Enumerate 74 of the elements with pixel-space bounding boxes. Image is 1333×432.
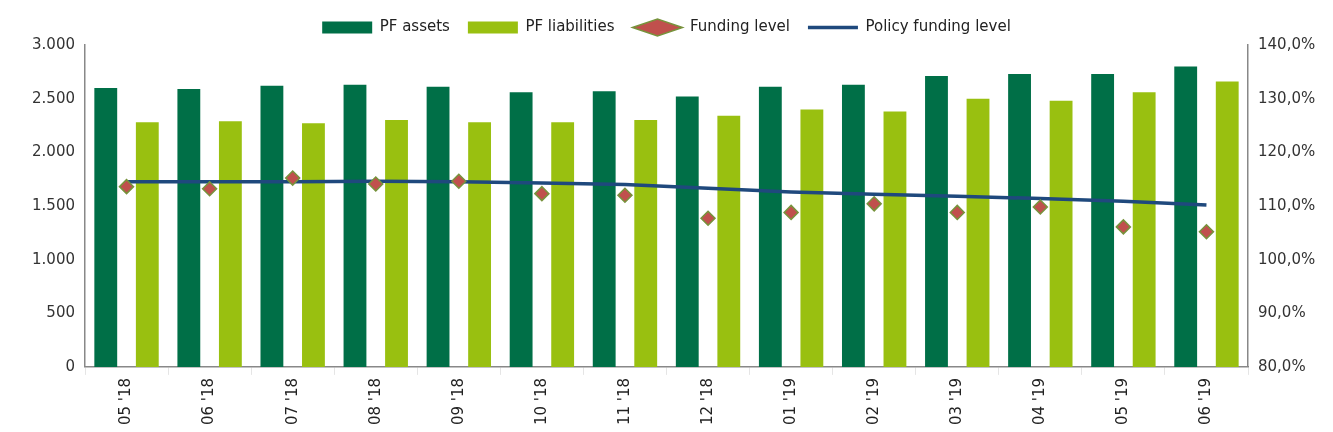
bar xyxy=(426,86,450,367)
x-tick-label: 05 '18 xyxy=(116,377,135,426)
y-tick-label: 1.000 xyxy=(32,249,75,268)
point xyxy=(368,176,384,192)
point xyxy=(1198,223,1215,240)
point xyxy=(118,178,135,195)
x-tick-label: 05 '19 xyxy=(1113,377,1132,426)
point xyxy=(617,187,633,203)
y2-tick-label: 90,0% xyxy=(1258,303,1306,322)
bar xyxy=(1174,66,1198,367)
y2-tick-label: 100,0% xyxy=(1258,249,1316,268)
bar xyxy=(509,92,533,367)
point xyxy=(534,185,550,202)
x-tick-label: 08 '18 xyxy=(365,377,384,426)
legend-label: PF assets xyxy=(379,17,451,36)
bar xyxy=(1215,81,1239,367)
point xyxy=(284,170,301,186)
x-tick-label: 04 '19 xyxy=(1030,377,1049,426)
y-tick-label: 3.000 xyxy=(32,34,75,53)
bar xyxy=(94,87,118,367)
x-tick-label: 12 '18 xyxy=(697,377,716,426)
bar xyxy=(966,98,990,367)
bar xyxy=(841,84,865,367)
x-tick-label: 06 '18 xyxy=(199,377,218,426)
bar xyxy=(925,76,948,367)
legend-label: Funding level xyxy=(689,17,790,36)
bar xyxy=(135,122,159,367)
point xyxy=(700,210,716,227)
bar xyxy=(1008,73,1031,367)
y2-tick-label: 140,0% xyxy=(1258,34,1316,53)
point xyxy=(783,204,799,221)
point xyxy=(866,196,882,212)
y-tick-label: 2.500 xyxy=(32,88,75,107)
x-tick-label: 06 '19 xyxy=(1196,377,1215,426)
x-tick-label: 07 '18 xyxy=(282,377,301,426)
bar xyxy=(468,122,492,367)
x-tick-label: 01 '19 xyxy=(781,377,799,426)
y2-tick-label: 110,0% xyxy=(1258,195,1316,214)
y2-tick-label: 120,0% xyxy=(1258,142,1316,161)
bar xyxy=(1049,100,1073,367)
point xyxy=(1115,219,1132,235)
bar xyxy=(551,122,575,367)
x-tick-label: 10 '18 xyxy=(531,377,550,426)
legend-label: Policy funding level xyxy=(865,17,1011,36)
bar xyxy=(218,121,242,367)
bar xyxy=(260,85,284,367)
bar xyxy=(1132,92,1156,367)
y2-tick-label: 80,0% xyxy=(1258,356,1306,375)
x-tick-label: 09 '18 xyxy=(448,377,467,426)
y-tick-label: 0 xyxy=(65,356,75,375)
bar xyxy=(1091,73,1115,367)
y-tick-label: 2.000 xyxy=(32,142,75,161)
bar xyxy=(800,109,824,367)
bar xyxy=(302,123,325,367)
bar xyxy=(758,86,782,367)
point xyxy=(1032,199,1049,215)
bar xyxy=(385,120,408,367)
x-tick-label: 03 '19 xyxy=(947,377,966,426)
bar xyxy=(883,111,907,367)
point xyxy=(949,204,965,221)
point xyxy=(451,173,467,190)
bar xyxy=(634,120,658,367)
y-tick-label: 500 xyxy=(46,303,75,322)
legend-label: PF liabilities xyxy=(525,17,615,36)
bar xyxy=(592,91,616,367)
y-tick-label: 1.500 xyxy=(32,195,75,214)
bar xyxy=(675,96,699,367)
bar xyxy=(717,115,741,367)
y2-tick-label: 130,0% xyxy=(1258,88,1316,107)
point xyxy=(201,181,218,197)
bar xyxy=(177,89,201,367)
bar xyxy=(343,84,367,367)
x-tick-label: 02 '19 xyxy=(864,377,883,426)
x-tick-label: 11 '18 xyxy=(614,377,633,426)
